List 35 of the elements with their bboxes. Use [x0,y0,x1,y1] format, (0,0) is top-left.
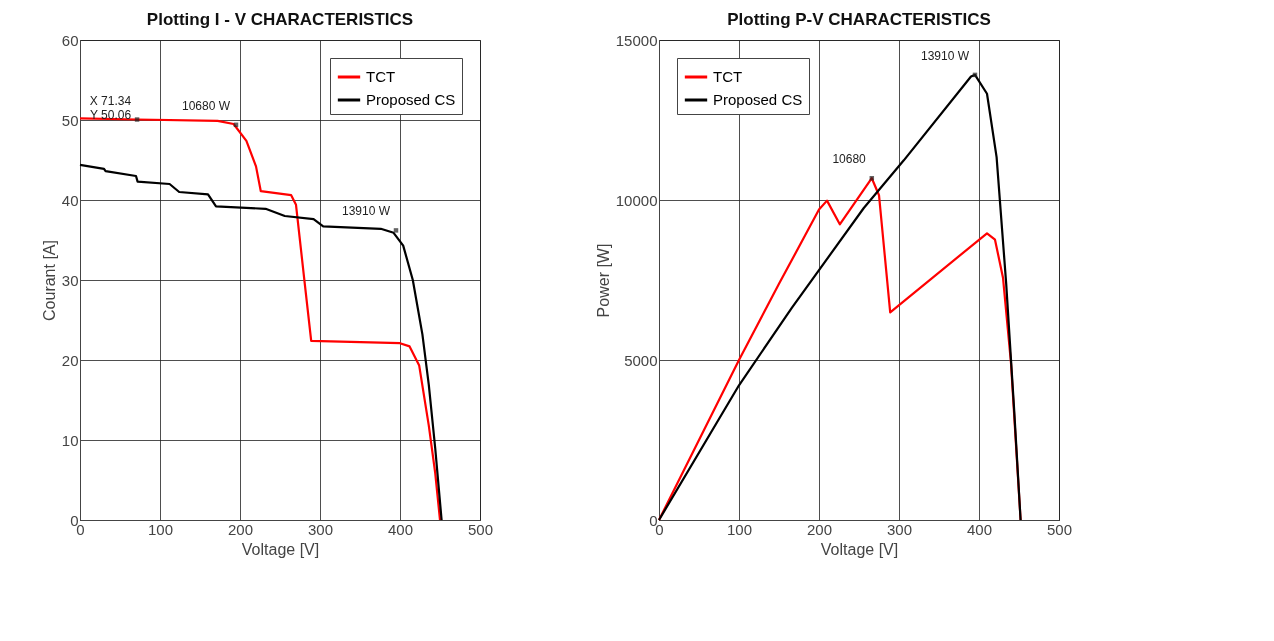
y-tick-label: 15000 [615,31,658,49]
x-tick-label: 300 [886,520,913,538]
x-tick-label: 200 [227,520,254,538]
y-tick-label: 10 [61,431,79,449]
legend-label: TCT [713,68,743,85]
x-tick-label: 100 [147,520,174,538]
annotation: X 71.34 Y 50.06 [89,93,132,122]
x-tick-label: 500 [467,520,494,538]
chart-title: Plotting P-V CHARACTERISTICS [727,10,991,29]
y-tick-label: 60 [61,31,79,49]
annotation: 13910 W [920,48,970,63]
y-tick-label: 30 [61,271,79,289]
x-tick-label: 300 [307,520,334,538]
line-series [657,72,1022,522]
annotation: 10680 W [181,98,231,113]
legend-label: TCT [366,68,396,85]
x-tick-label: 100 [726,520,753,538]
x-tick-label: 400 [387,520,414,538]
legend-label: Proposed CS [713,91,803,108]
y-axis-title: Courant [A] [40,240,58,321]
y-axis-title: Power [W] [594,243,612,318]
y-tick-label: 40 [61,191,79,209]
y-tick-label: 20 [61,351,79,369]
x-axis-title: Voltage [V] [241,540,320,558]
chart-title: Plotting I - V CHARACTERISTICS [146,10,414,29]
y-tick-label: 10000 [615,191,658,209]
y-tick-label: 5000 [624,351,658,369]
y-tick-label: 50 [61,111,79,129]
x-tick-label: 500 [1046,520,1073,538]
annotation: 10680 [832,152,867,167]
legend-label: Proposed CS [366,91,456,108]
x-tick-label: 200 [806,520,833,538]
x-axis-title: Voltage [V] [820,540,899,558]
annotation: 13910 W [341,204,391,219]
x-tick-label: 400 [966,520,993,538]
